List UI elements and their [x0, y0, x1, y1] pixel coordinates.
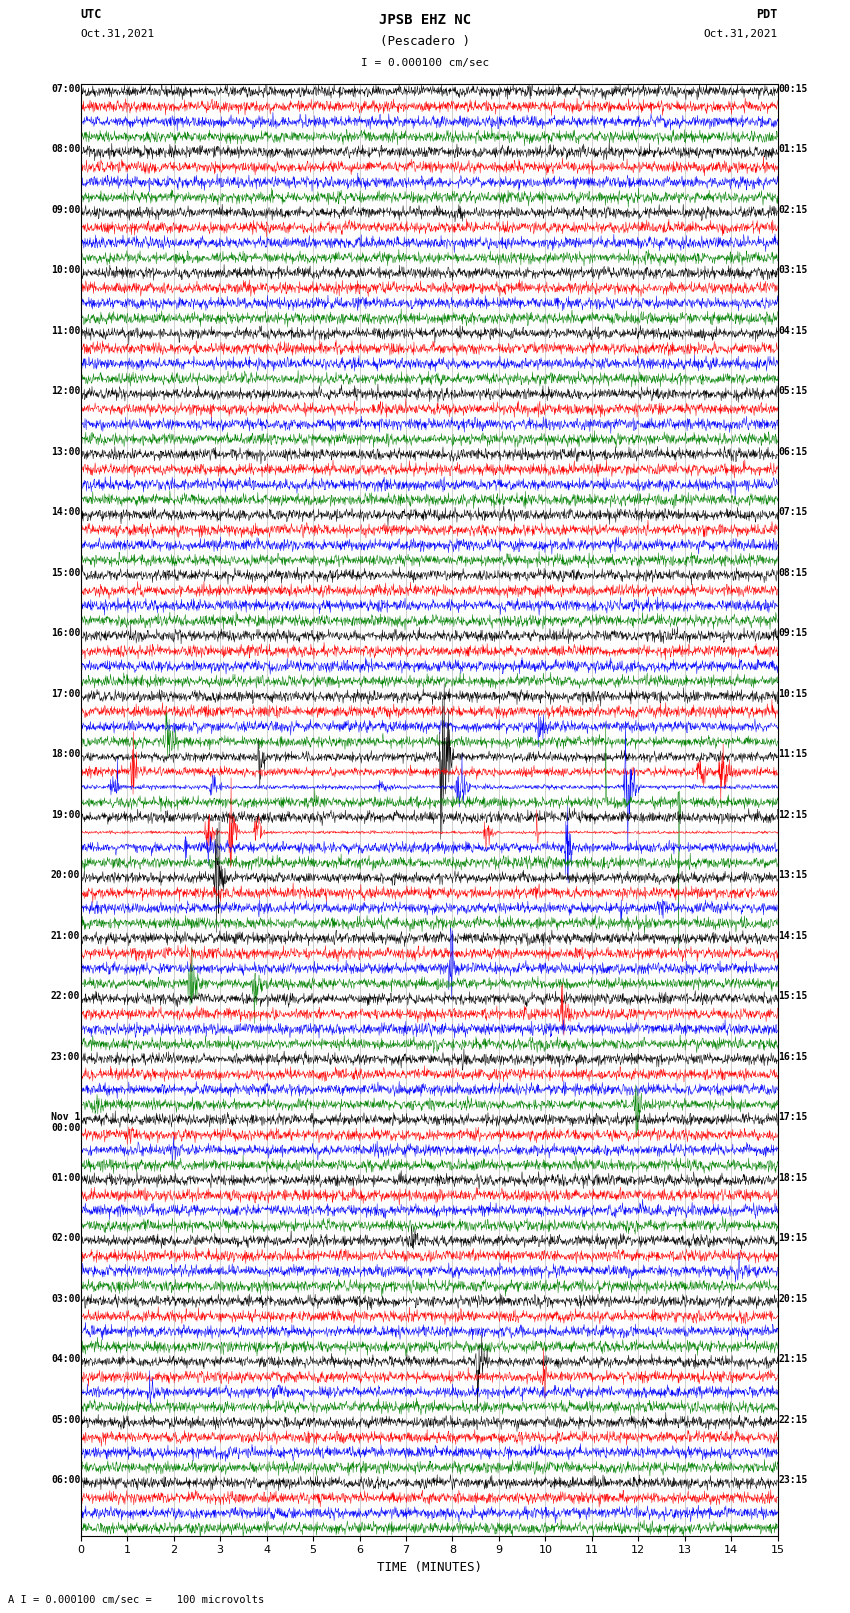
- Text: 09:00: 09:00: [51, 205, 80, 215]
- Text: 05:00: 05:00: [51, 1415, 80, 1424]
- Text: (Pescadero ): (Pescadero ): [380, 35, 470, 48]
- Text: 01:15: 01:15: [779, 145, 808, 155]
- Text: 11:00: 11:00: [51, 326, 80, 336]
- Text: 03:15: 03:15: [779, 266, 808, 276]
- Text: 21:00: 21:00: [51, 931, 80, 940]
- Text: I = 0.000100 cm/sec: I = 0.000100 cm/sec: [361, 58, 489, 68]
- X-axis label: TIME (MINUTES): TIME (MINUTES): [377, 1561, 482, 1574]
- Text: 04:00: 04:00: [51, 1355, 80, 1365]
- Text: 09:15: 09:15: [779, 629, 808, 639]
- Text: 02:15: 02:15: [779, 205, 808, 215]
- Text: 05:15: 05:15: [779, 387, 808, 397]
- Text: 18:15: 18:15: [779, 1173, 808, 1182]
- Text: 08:15: 08:15: [779, 568, 808, 577]
- Text: 15:15: 15:15: [779, 990, 808, 1002]
- Text: JPSB EHZ NC: JPSB EHZ NC: [379, 13, 471, 27]
- Text: UTC: UTC: [81, 8, 102, 21]
- Text: 16:15: 16:15: [779, 1052, 808, 1061]
- Text: 16:00: 16:00: [51, 629, 80, 639]
- Text: 22:00: 22:00: [51, 990, 80, 1002]
- Text: 13:15: 13:15: [779, 871, 808, 881]
- Text: 06:00: 06:00: [51, 1474, 80, 1486]
- Text: 07:00: 07:00: [51, 84, 80, 94]
- Text: Nov 1
00:00: Nov 1 00:00: [51, 1113, 80, 1132]
- Text: 17:00: 17:00: [51, 689, 80, 698]
- Text: 06:15: 06:15: [779, 447, 808, 456]
- Text: A I = 0.000100 cm/sec =    100 microvolts: A I = 0.000100 cm/sec = 100 microvolts: [8, 1595, 264, 1605]
- Text: 12:00: 12:00: [51, 387, 80, 397]
- Text: 23:15: 23:15: [779, 1474, 808, 1486]
- Text: 00:15: 00:15: [779, 84, 808, 94]
- Text: 02:00: 02:00: [51, 1232, 80, 1244]
- Text: 19:15: 19:15: [779, 1232, 808, 1244]
- Text: 17:15: 17:15: [779, 1113, 808, 1123]
- Text: Oct.31,2021: Oct.31,2021: [704, 29, 778, 39]
- Text: PDT: PDT: [756, 8, 778, 21]
- Text: 04:15: 04:15: [779, 326, 808, 336]
- Text: Oct.31,2021: Oct.31,2021: [81, 29, 155, 39]
- Text: 11:15: 11:15: [779, 748, 808, 760]
- Text: 22:15: 22:15: [779, 1415, 808, 1424]
- Text: 20:00: 20:00: [51, 871, 80, 881]
- Text: 10:00: 10:00: [51, 266, 80, 276]
- Text: 19:00: 19:00: [51, 810, 80, 819]
- Text: 01:00: 01:00: [51, 1173, 80, 1182]
- Text: 12:15: 12:15: [779, 810, 808, 819]
- Text: 20:15: 20:15: [779, 1294, 808, 1303]
- Text: 10:15: 10:15: [779, 689, 808, 698]
- Text: 18:00: 18:00: [51, 748, 80, 760]
- Text: 15:00: 15:00: [51, 568, 80, 577]
- Text: 13:00: 13:00: [51, 447, 80, 456]
- Text: 14:15: 14:15: [779, 931, 808, 940]
- Text: 14:00: 14:00: [51, 508, 80, 518]
- Text: 08:00: 08:00: [51, 145, 80, 155]
- Text: 07:15: 07:15: [779, 508, 808, 518]
- Text: 21:15: 21:15: [779, 1355, 808, 1365]
- Text: 03:00: 03:00: [51, 1294, 80, 1303]
- Text: 23:00: 23:00: [51, 1052, 80, 1061]
